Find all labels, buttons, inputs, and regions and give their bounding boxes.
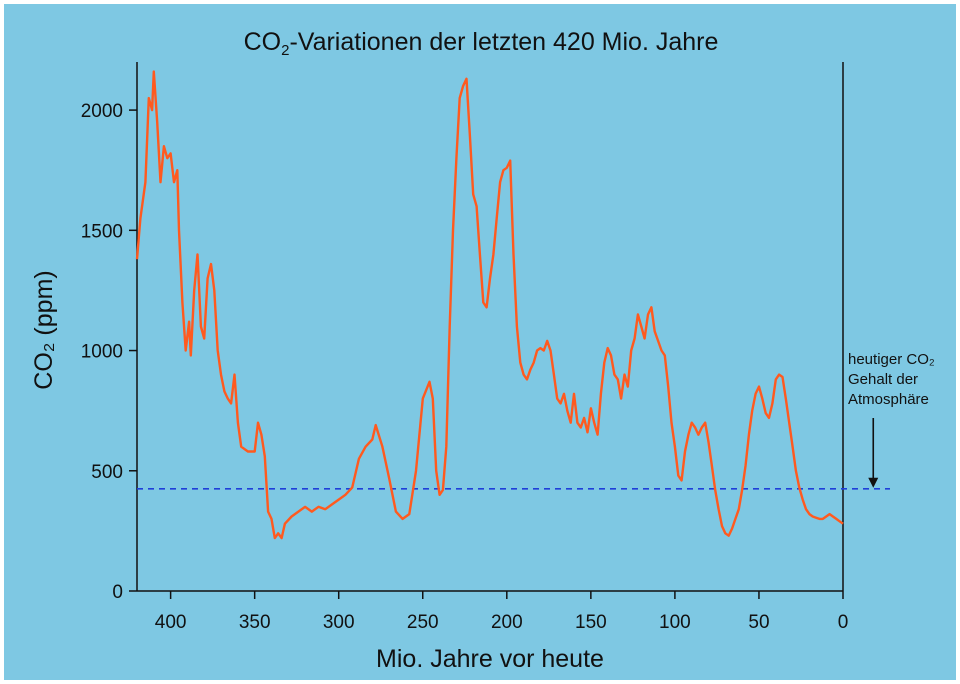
chart-title: CO2-Variationen der letzten 420 Mio. Jah… [244, 28, 719, 59]
x-tick-label: 0 [838, 612, 849, 633]
y-tick-label: 1500 [81, 221, 123, 242]
chart-background [4, 4, 956, 680]
x-tick-label: 50 [748, 612, 769, 633]
title-suffix: -Variationen der letzten 420 Mio. Jahre [289, 28, 718, 56]
x-ticks: 400 350 300 250 200 150 100 50 0 [155, 591, 849, 633]
y-tick-label: 0 [112, 582, 123, 603]
x-tick-label: 200 [491, 612, 523, 633]
x-tick-label: 300 [323, 612, 355, 633]
x-axis-label: Mio. Jahre vor heute [376, 645, 604, 673]
annotation-line-2: Gehalt der [848, 371, 918, 388]
x-tick-label: 350 [239, 612, 271, 633]
y-axis-label: CO₂ (ppm) [30, 270, 58, 389]
x-tick-label: 250 [407, 612, 439, 633]
y-tick-label: 1000 [81, 342, 123, 363]
annotation-line-1: heutiger CO₂ [848, 351, 935, 368]
x-tick-label: 100 [659, 612, 691, 633]
co2-series-line [135, 70, 844, 540]
annotation: heutiger CO₂ Gehalt der Atmosphäre [848, 351, 935, 488]
x-tick-label: 150 [575, 612, 607, 633]
title-prefix: CO [244, 28, 282, 56]
x-tick-label: 400 [155, 612, 187, 633]
y-tick-label: 500 [91, 462, 123, 483]
annotation-arrowhead [868, 477, 879, 488]
title-subscript: 2 [281, 42, 289, 59]
y-tick-label: 2000 [81, 101, 123, 122]
annotation-line-3: Atmosphäre [848, 391, 929, 408]
y-ticks: 0 500 1000 1500 2000 [81, 101, 137, 603]
